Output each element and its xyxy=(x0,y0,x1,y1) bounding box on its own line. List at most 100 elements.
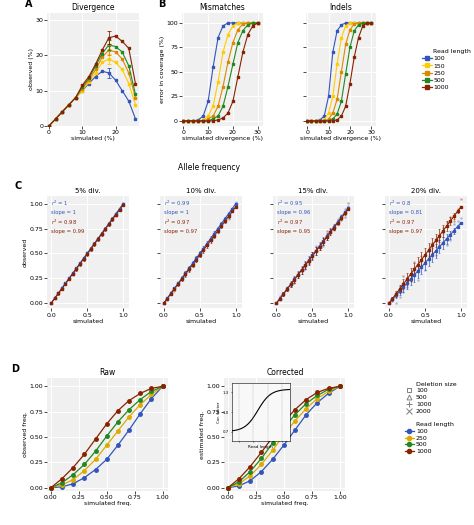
Title: Mismatches: Mismatches xyxy=(200,3,245,13)
Point xyxy=(83,250,91,258)
Point xyxy=(309,251,316,260)
Point xyxy=(228,205,236,213)
Point xyxy=(450,220,458,228)
Point xyxy=(312,247,320,255)
Title: 5% div.: 5% div. xyxy=(75,188,101,194)
Point xyxy=(291,276,298,285)
Point xyxy=(232,203,240,212)
Point xyxy=(62,280,69,288)
Point xyxy=(439,224,447,233)
Point xyxy=(305,258,312,267)
Point xyxy=(457,214,465,222)
Point xyxy=(55,289,62,298)
Point xyxy=(101,224,109,232)
Point xyxy=(392,299,400,308)
Point xyxy=(389,297,396,306)
Point xyxy=(164,296,171,304)
Point xyxy=(105,219,113,228)
Point xyxy=(396,282,403,290)
Point xyxy=(392,289,400,298)
Point xyxy=(116,205,123,214)
Point xyxy=(436,241,443,249)
Point xyxy=(164,295,171,303)
Point xyxy=(76,259,84,268)
Point xyxy=(287,282,294,290)
Point xyxy=(298,266,305,274)
Point xyxy=(167,290,174,298)
Point xyxy=(112,212,120,220)
Point xyxy=(403,277,411,285)
Point xyxy=(418,251,425,260)
Point xyxy=(214,224,222,233)
Point xyxy=(112,209,120,218)
Point xyxy=(228,207,236,215)
Point xyxy=(454,205,461,213)
Point xyxy=(69,269,76,277)
Point xyxy=(185,266,193,274)
Point xyxy=(65,275,73,284)
Point xyxy=(312,242,320,250)
Point xyxy=(273,299,280,308)
Point xyxy=(221,217,229,226)
Point xyxy=(200,244,207,252)
Point xyxy=(345,202,352,211)
Y-axis label: error in coverage (%): error in coverage (%) xyxy=(160,36,165,103)
Text: $r^2$ = 1
slope = 1: $r^2$ = 1 slope = 1 xyxy=(52,199,76,215)
Point xyxy=(407,277,414,285)
Point xyxy=(105,221,113,229)
Point xyxy=(109,216,116,225)
Point xyxy=(316,241,323,249)
Point xyxy=(385,299,392,308)
Point xyxy=(432,235,439,244)
Point xyxy=(51,293,58,302)
Point xyxy=(400,271,407,280)
Point xyxy=(47,299,55,307)
Point xyxy=(330,223,338,231)
Point xyxy=(214,225,222,233)
Point xyxy=(443,218,450,227)
X-axis label: simulated freq.: simulated freq. xyxy=(84,501,132,507)
X-axis label: simulated: simulated xyxy=(298,319,329,324)
Point xyxy=(432,250,439,259)
Y-axis label: estimated freq.: estimated freq. xyxy=(200,411,205,459)
Point xyxy=(221,214,229,223)
Point xyxy=(428,239,436,248)
Point xyxy=(196,252,203,260)
Point xyxy=(203,240,211,248)
X-axis label: simulated: simulated xyxy=(410,319,442,324)
Y-axis label: observed: observed xyxy=(23,237,28,267)
Point xyxy=(407,270,414,279)
Point xyxy=(218,223,225,231)
Point xyxy=(182,268,189,276)
Point xyxy=(178,274,185,282)
Text: $r^2$ = 0.99
slope = 1: $r^2$ = 0.99 slope = 1 xyxy=(164,199,190,215)
Point xyxy=(400,288,407,297)
Point xyxy=(436,235,443,244)
Point xyxy=(73,266,80,274)
Point xyxy=(171,284,178,292)
Y-axis label: observed (%): observed (%) xyxy=(29,48,34,90)
Point xyxy=(94,235,102,243)
Point xyxy=(196,250,203,259)
Point xyxy=(323,232,330,240)
Point xyxy=(210,229,218,237)
Point xyxy=(283,285,291,293)
Point xyxy=(178,275,185,284)
Point xyxy=(276,292,283,300)
Point xyxy=(298,267,305,275)
Point xyxy=(207,234,214,243)
Point xyxy=(319,238,327,246)
Text: A: A xyxy=(25,0,32,8)
Point xyxy=(87,246,94,255)
Point xyxy=(334,215,341,223)
Point xyxy=(301,262,309,271)
Point xyxy=(410,270,418,278)
Point xyxy=(454,217,461,226)
Point xyxy=(428,249,436,258)
Point xyxy=(83,248,91,257)
Point xyxy=(327,228,334,236)
Point xyxy=(421,266,429,274)
Text: $r^2$ = 0.98
slope = 0.99: $r^2$ = 0.98 slope = 0.99 xyxy=(52,218,85,234)
Point xyxy=(443,241,450,249)
Y-axis label: observed freq.: observed freq. xyxy=(23,412,28,457)
